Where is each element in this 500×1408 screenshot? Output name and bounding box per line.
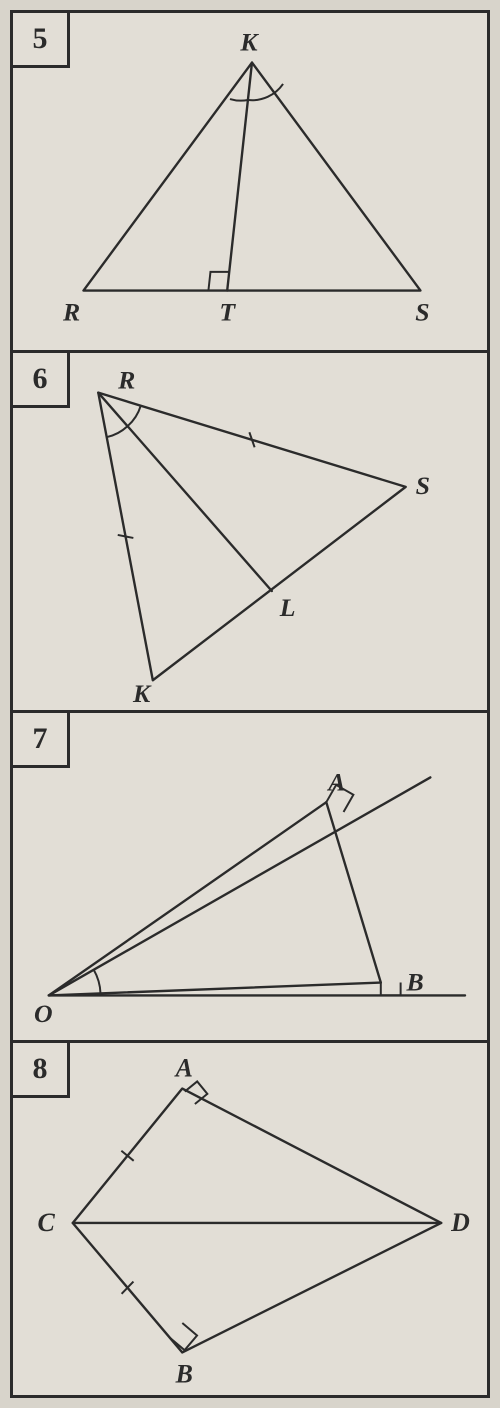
segment-RL: [98, 393, 272, 591]
label-K: K: [132, 679, 152, 708]
label-B: B: [175, 1359, 193, 1388]
label-R: R: [62, 297, 80, 326]
diagram-5: K R T S: [13, 13, 487, 350]
ray-top: [49, 777, 431, 995]
panel-number: 7: [10, 710, 70, 768]
segment-OA: [49, 802, 326, 995]
label-L: L: [279, 593, 296, 622]
label-T: T: [219, 297, 236, 326]
label-S: S: [415, 297, 429, 326]
panel-number-text: 6: [33, 362, 48, 396]
panel-5: 5 K R T S: [13, 13, 487, 353]
label-R: R: [117, 366, 135, 395]
panel-7: 7 O A B: [13, 713, 487, 1043]
label-S: S: [416, 471, 430, 500]
segment-AB: [326, 802, 381, 982]
quad-CADB: [73, 1089, 441, 1353]
panel-number: 6: [10, 350, 70, 408]
right-angle-B: [381, 983, 401, 996]
diagram-7: O A B: [13, 713, 487, 1040]
triangle-RKS: [83, 63, 420, 291]
diagram-6: R S L K: [13, 353, 487, 710]
angle-arcs-K: [230, 84, 283, 101]
angle-arcs-O: [94, 970, 101, 996]
panel-number-text: 8: [33, 1052, 48, 1086]
panel-number-text: 7: [33, 722, 48, 756]
label-O: O: [34, 999, 53, 1028]
label-A: A: [326, 767, 345, 796]
label-D: D: [450, 1208, 470, 1237]
triangle-RSK: [98, 393, 405, 681]
right-angle-T: [208, 272, 229, 291]
panel-number: 5: [10, 10, 70, 68]
segment-KT: [227, 63, 252, 291]
label-B: B: [406, 967, 424, 996]
label-K: K: [239, 28, 259, 57]
label-C: C: [38, 1208, 56, 1237]
label-A: A: [174, 1054, 193, 1083]
diagram-8: C A B D: [13, 1043, 487, 1393]
panel-6: 6 R S L K: [13, 353, 487, 713]
panel-8: 8 C A B D: [13, 1043, 487, 1393]
panel-number: 8: [10, 1040, 70, 1098]
panel-number-text: 5: [33, 22, 48, 56]
